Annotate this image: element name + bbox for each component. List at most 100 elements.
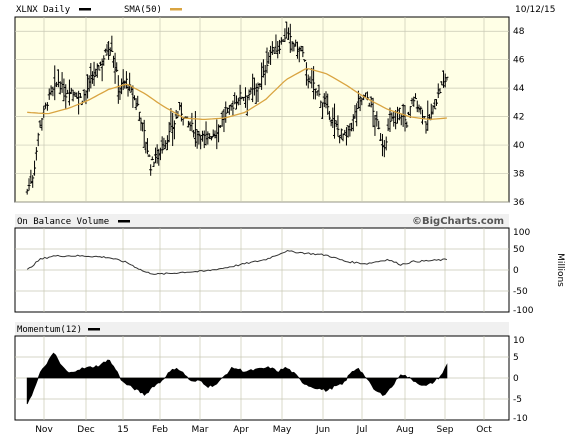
- obv-panel: On Balance Volume ©BigCharts.com 100 50 0 -…: [14, 214, 565, 316]
- price-panel: 36 38 40 42 44 46 48: [14, 16, 525, 208]
- price-bar: [242, 96, 246, 102]
- price-bar: [317, 84, 321, 97]
- price-bar: [301, 46, 305, 58]
- x-tick-label: Jul: [356, 425, 368, 435]
- sma-line: [27, 68, 447, 121]
- price-bar: [412, 96, 416, 107]
- price-y-tick-label: 42: [513, 113, 524, 123]
- price-bar: [379, 133, 383, 142]
- x-tick-label: Sep: [437, 425, 454, 435]
- price-bar: [213, 130, 217, 139]
- price-bar: [202, 130, 206, 149]
- price-bar: [388, 107, 392, 133]
- price-bar: [263, 64, 267, 86]
- momentum-y-tick-label: 10: [513, 336, 525, 346]
- price-bar: [405, 121, 409, 128]
- price-bar: [326, 93, 330, 115]
- price-bar: [172, 120, 176, 140]
- price-bar: [25, 188, 29, 195]
- x-tick-label: Mar: [192, 425, 209, 435]
- price-bar: [29, 169, 33, 184]
- price-bar: [313, 88, 317, 100]
- symbol-label: XLNX Daily: [16, 5, 71, 15]
- price-bar: [31, 175, 35, 188]
- price-bar: [260, 62, 264, 90]
- obv-y-ticks: 100 50 0 -50 -100: [513, 228, 534, 316]
- price-bar: [433, 99, 437, 110]
- price-bar: [136, 95, 140, 107]
- price-bar: [137, 111, 141, 122]
- price-y-tick-label: 38: [513, 170, 525, 180]
- obv-header-strip: [15, 214, 509, 228]
- x-tick-label: Jun: [315, 425, 330, 435]
- price-bar: [290, 41, 294, 52]
- price-bar: [58, 81, 62, 95]
- price-bar: [197, 130, 201, 145]
- price-bar: [392, 111, 396, 127]
- price-bar: [149, 164, 153, 176]
- date-label: 10/12/15: [515, 5, 555, 15]
- price-bar: [235, 95, 239, 110]
- price-bar: [47, 88, 51, 100]
- price-bar: [110, 35, 114, 52]
- price-bar: [283, 28, 287, 42]
- price-bar: [258, 82, 262, 88]
- price-bar: [204, 121, 208, 146]
- price-bar: [445, 76, 449, 81]
- price-bar: [419, 106, 423, 115]
- price-bar: [371, 97, 375, 128]
- price-bar: [261, 59, 265, 78]
- price-bar: [295, 41, 299, 59]
- price-bar: [62, 78, 66, 102]
- x-tick-label: Feb: [152, 425, 168, 435]
- momentum-legend-swatch: [88, 328, 100, 331]
- price-bar: [292, 42, 296, 52]
- price-bar: [55, 81, 59, 87]
- price-bar: [274, 34, 278, 54]
- price-bar: [56, 69, 60, 88]
- x-axis: Nov Dec 15 Feb Mar Apr May Jun Jul Aug Sep Oct: [35, 425, 492, 435]
- price-bar: [270, 41, 274, 55]
- x-tick-label: 15: [117, 425, 128, 435]
- price-bar: [66, 89, 70, 95]
- price-bar: [229, 104, 233, 111]
- price-y-tick-label: 36: [513, 198, 525, 208]
- price-bar: [77, 90, 81, 115]
- price-bar: [308, 76, 312, 84]
- obv-y-tick-label: 100: [513, 228, 530, 238]
- price-bar: [236, 98, 240, 106]
- price-bar: [231, 100, 235, 116]
- price-bar: [299, 45, 303, 52]
- price-bar: [75, 92, 79, 99]
- price-bar: [60, 72, 64, 93]
- price-bar: [312, 66, 316, 100]
- price-bar: [267, 52, 271, 64]
- momentum-title: Momentum(12): [17, 325, 82, 335]
- price-plot-area: [14, 16, 510, 203]
- momentum-y-tick-label: 0: [513, 374, 519, 384]
- price-bar: [252, 77, 256, 96]
- price-bar: [224, 101, 228, 123]
- sma-legend-swatch: [170, 8, 182, 11]
- momentum-y-tick-label: 5: [513, 353, 519, 363]
- x-tick-label: Dec: [77, 425, 94, 435]
- price-bar: [222, 108, 226, 133]
- x-tick-label: Nov: [35, 425, 53, 435]
- price-bar: [251, 73, 255, 103]
- price-bar: [200, 130, 204, 142]
- price-bar: [36, 132, 40, 147]
- momentum-header-strip: [15, 322, 509, 336]
- x-tick-label: Aug: [396, 425, 414, 435]
- price-bar: [319, 100, 323, 108]
- price-bar: [256, 82, 260, 102]
- price-bar: [288, 23, 292, 53]
- price-bar: [51, 86, 55, 97]
- obv-line: [26, 249, 448, 275]
- price-bar: [199, 135, 203, 150]
- price-bar: [40, 117, 44, 131]
- x-tick-label: Oct: [476, 425, 492, 435]
- price-bar: [435, 99, 439, 106]
- obv-y-tick-label: 0: [513, 266, 519, 276]
- price-bar: [226, 107, 230, 114]
